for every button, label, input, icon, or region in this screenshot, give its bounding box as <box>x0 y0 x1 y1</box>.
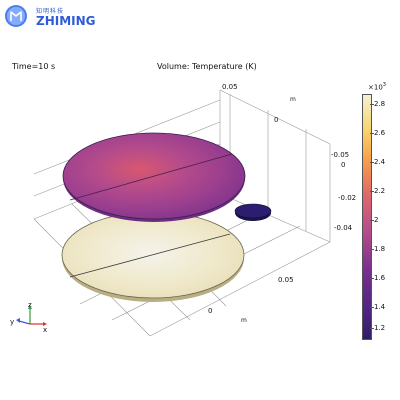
triad-z-label: z <box>28 301 32 309</box>
axis-triad: z y x <box>10 301 47 334</box>
axis-unit-m-bottom: m <box>241 317 247 324</box>
colorbar-gradient <box>362 94 372 340</box>
colorbar-tick-6: 1.6 <box>374 274 386 282</box>
colorbar-tick-8: 1.2 <box>374 324 386 332</box>
triad-y-axis <box>18 320 31 325</box>
colorbar-tick-mark <box>370 191 374 192</box>
upper-disk-axis-line <box>69 153 233 201</box>
brand-name-cn: 知明科技 <box>36 8 65 15</box>
colorbar-multiplier-exp: 3 <box>382 82 386 88</box>
grid-line <box>219 89 331 145</box>
colorbar-tick-mark <box>370 249 374 250</box>
colorbar-tick-mark <box>370 328 374 329</box>
grid-line <box>149 241 331 337</box>
triad-x-arrow <box>43 322 47 326</box>
upper-disk <box>62 132 246 222</box>
axis-label-x-axis-zero: 0 <box>208 307 212 315</box>
colorbar-tick-mark <box>370 220 374 221</box>
time-label: Time=10 s <box>12 62 56 71</box>
logo-m-stroke <box>10 11 22 21</box>
axis-unit-m-top: m <box>290 96 296 103</box>
small-disk-surface <box>234 203 272 219</box>
colorbar-multiplier-base: ×10 <box>368 83 383 92</box>
brand-name-en: ZHIMING <box>36 14 96 28</box>
plot-title: Volume: Temperature (K) <box>157 62 257 71</box>
triad-y-label: y <box>10 318 14 326</box>
axis-label-z-top: 0.05 <box>222 83 238 91</box>
colorbar-legend: ×103 2.8 2.6 2.4 2.2 2 1.8 1.6 1.4 1.2 <box>352 82 398 340</box>
colorbar-tick-1: 2.6 <box>374 129 386 137</box>
colorbar-tick-mark <box>370 162 374 163</box>
colorbar-tick-5: 1.8 <box>374 245 386 253</box>
colorbar-tick-0: 2.8 <box>374 100 386 108</box>
triad-y-arrow <box>16 318 20 323</box>
axis-label-y-3: -0.04 <box>334 224 353 232</box>
axis-label-y-2: -0.02 <box>338 194 356 202</box>
colorbar-tick-mark <box>370 278 374 279</box>
axis-label-y-1: 0 <box>341 161 345 169</box>
triad-x-label: x <box>43 326 47 334</box>
axis-label-x-value: 0.05 <box>278 276 294 284</box>
colorbar-tick-7: 1.4 <box>374 303 386 311</box>
zhiming-logo-svg <box>5 5 27 27</box>
colorbar-tick-4: 2 <box>374 216 379 224</box>
small-disk <box>234 203 272 221</box>
colorbar-tick-mark <box>370 307 374 308</box>
colorbar-tick-3: 2.2 <box>374 187 386 195</box>
colorbar-tick-mark <box>370 133 374 134</box>
colorbar-tick-2: 2.4 <box>374 158 386 166</box>
axis-label-y-0: -0.05 <box>331 151 349 159</box>
temperature-3d-plot[interactable]: 0.05 m 0 -0.05 0 -0.02 -0.04 0.05 0 m <box>0 74 360 344</box>
lower-disk-axis-line <box>69 233 231 278</box>
colorbar-tick-mark <box>370 104 374 105</box>
brand-header: 知明科技 ZHIMING <box>4 4 96 28</box>
plot-area[interactable]: 0.05 m 0 -0.05 0 -0.02 -0.04 0.05 0 m <box>0 74 360 344</box>
colorbar-multiplier: ×103 <box>368 82 386 91</box>
zhiming-logo-icon <box>4 4 28 28</box>
lower-disk <box>61 211 245 302</box>
axis-label-x-zero: 0 <box>274 116 278 124</box>
triad-z-arrow <box>28 305 32 309</box>
